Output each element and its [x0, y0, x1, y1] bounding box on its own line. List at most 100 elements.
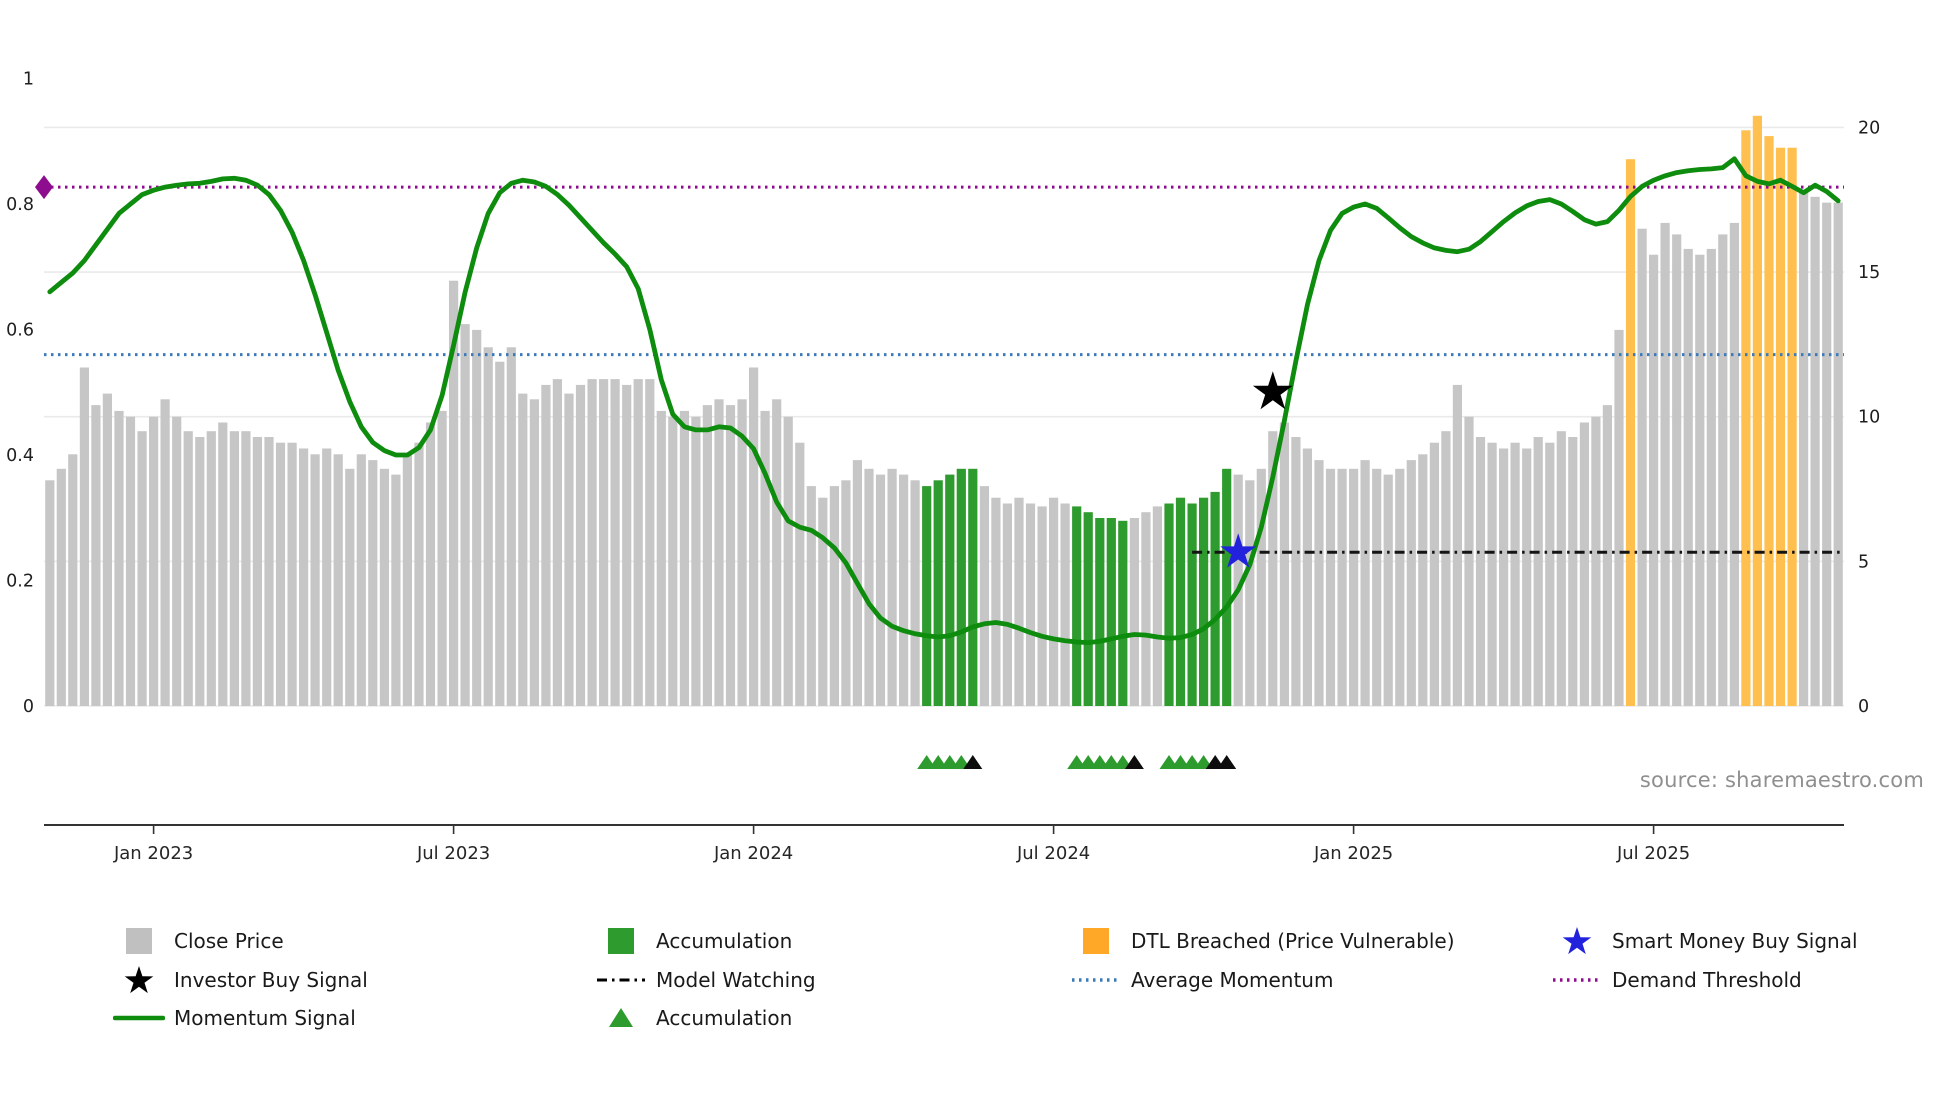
close-price-bar — [79, 367, 89, 706]
close-price-bar — [725, 405, 736, 706]
close-price-bar — [529, 399, 539, 706]
close-price-bar — [102, 393, 112, 706]
close-price-bar — [1325, 468, 1336, 706]
legend-item-average-momentum: Average Momentum — [1069, 961, 1333, 999]
x-axis-tick-label: Jul 2024 — [1016, 843, 1090, 864]
close-price-bar — [587, 379, 597, 706]
chart-canvas: Jan 2023 Jul 2023 Jan 2024 Jul 2024 Jan 2025… — [6, 70, 1880, 865]
close-price-bar — [772, 399, 782, 706]
close-price-bar — [229, 431, 239, 706]
left-axis-tick-label: 0.4 — [6, 446, 34, 466]
close-price-bar — [956, 468, 966, 706]
close-price-bar — [1683, 248, 1693, 706]
smart-money-star-icon — [1550, 924, 1604, 958]
close-price-bar — [1256, 468, 1266, 706]
close-price-bar — [1245, 480, 1255, 706]
close-price-bar — [1349, 468, 1359, 706]
close-price-bar — [656, 410, 666, 706]
close-price-bar — [1302, 448, 1312, 706]
close-price-bar — [1429, 442, 1439, 706]
average-momentum-dot-swatch-icon — [1069, 973, 1123, 987]
close-price-bar — [1118, 520, 1128, 706]
close-price-bar — [1014, 497, 1024, 706]
x-axis-tick-label: Jan 2025 — [1313, 843, 1393, 864]
close-price-bar — [599, 379, 609, 706]
close-price-bar — [933, 480, 943, 706]
close-price-bar — [1579, 422, 1589, 706]
close-price-bar — [149, 416, 159, 706]
left-axis-tick-label: 0 — [23, 697, 34, 717]
close-price-bar — [1591, 416, 1601, 706]
close-price-bar — [679, 410, 689, 706]
legend-item-accumulation-markers: Accumulation — [594, 999, 792, 1037]
close-price-bar — [518, 393, 528, 706]
close-price-bar — [1199, 497, 1209, 706]
close-price-bar — [1752, 115, 1762, 707]
close-price-bar — [206, 431, 216, 706]
close-price-bar — [137, 431, 147, 706]
price-momentum-chart: Jan 2023 Jul 2023 Jan 2024 Jul 2024 Jan 2025… — [6, 70, 1880, 865]
accumulation-triangle-icon — [1124, 755, 1144, 769]
close-price-bar — [1222, 468, 1232, 706]
legend-label-accumulation-markers: Accumulation — [656, 1006, 793, 1030]
close-price-bar — [1487, 442, 1497, 706]
close-price-bar — [506, 347, 516, 706]
close-price-bar — [1729, 222, 1739, 706]
investor-buy-star-icon — [1252, 371, 1293, 410]
close-price-bar — [1545, 442, 1555, 706]
close-price-bar — [841, 480, 851, 706]
close-price-bar — [1672, 234, 1682, 706]
close-price-bar — [1695, 254, 1705, 706]
source-attribution: source: sharemaestro.com — [1639, 768, 1924, 792]
close-price-bar — [1475, 437, 1486, 706]
close-price-bar — [483, 347, 493, 706]
close-price-bar — [1279, 422, 1289, 706]
demand-threshold-diamond-icon — [35, 175, 53, 200]
demand-threshold-dot-swatch-icon — [1550, 973, 1604, 987]
close-price-bar — [991, 497, 1001, 706]
legend-item-demand-threshold: Demand Threshold — [1550, 961, 1802, 999]
left-axis-tick-label: 1 — [23, 70, 34, 90]
close-price-bar — [1141, 512, 1151, 706]
smart-money-buy-star-icon — [1220, 533, 1257, 568]
legend-item-dtl-breached: DTL Breached (Price Vulnerable) — [1069, 922, 1455, 960]
legend-label-dtl-breached: DTL Breached (Price Vulnerable) — [1131, 929, 1455, 953]
close-price-bar — [1106, 518, 1116, 706]
close-price-bar — [1533, 437, 1543, 706]
close-price-bar — [749, 367, 759, 706]
left-axis-tick-label: 0.8 — [6, 195, 34, 215]
model-watching-dash-swatch-icon — [594, 973, 648, 987]
legend-label-average-momentum: Average Momentum — [1131, 968, 1334, 992]
x-axis-tick-label: Jul 2023 — [416, 843, 490, 864]
close-price-bar — [1383, 474, 1393, 706]
accumulation-triangle-icon — [963, 755, 983, 769]
close-price-bar — [368, 460, 378, 706]
close-price-bar — [1002, 503, 1012, 706]
close-price-bar — [564, 393, 574, 706]
close-price-bar — [414, 442, 424, 706]
close-price-bar — [668, 416, 678, 706]
close-price-bar — [1395, 468, 1405, 706]
close-price-bar — [495, 361, 505, 706]
accumulation-triangle-icon — [1217, 755, 1237, 769]
legend-item-close-price: Close Price — [112, 922, 284, 960]
close-price-bar — [1568, 437, 1578, 706]
close-price-bar — [645, 379, 655, 706]
momentum-line — [47, 156, 1841, 645]
right-axis-tick-label: 10 — [1858, 408, 1880, 428]
close-price-bar — [610, 379, 620, 706]
x-axis-tick-label: Jan 2024 — [713, 843, 793, 864]
close-price-bar — [910, 480, 920, 706]
close-price-bar — [806, 486, 816, 706]
close-price-bar — [1637, 228, 1647, 706]
close-price-bar — [183, 431, 193, 706]
close-price-bar — [1129, 518, 1139, 706]
close-price-bar — [1718, 234, 1728, 706]
legend-item-smart-money-buy-signal: Smart Money Buy Signal — [1550, 922, 1858, 960]
close-price-bar — [333, 454, 343, 706]
close-price-bar — [125, 416, 136, 706]
close-price-swatch-icon — [112, 927, 166, 955]
close-price-bar — [1095, 518, 1105, 706]
close-price-bar — [45, 480, 55, 706]
right-axis-tick-label: 20 — [1858, 118, 1880, 138]
